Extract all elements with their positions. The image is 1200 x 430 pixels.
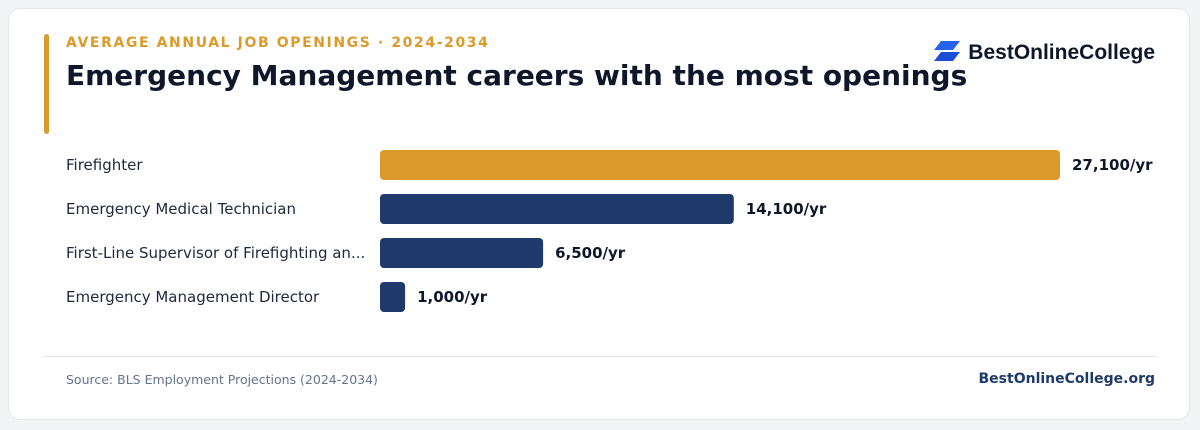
brand-name: BestOnlineCollege bbox=[968, 41, 1155, 64]
value-label: 14,100/yr bbox=[746, 200, 827, 218]
chart-title: Emergency Management careers with the mo… bbox=[66, 59, 968, 92]
bar[interactable] bbox=[380, 150, 1060, 180]
chart-card: AVERAGE ANNUAL JOB OPENINGS · 2024-2034 … bbox=[8, 8, 1190, 420]
bar[interactable] bbox=[380, 238, 544, 268]
category-label: Firefighter bbox=[66, 156, 143, 174]
stacked-parallelogram-icon bbox=[934, 41, 961, 65]
bar[interactable] bbox=[380, 194, 734, 224]
category-label: Emergency Management Director bbox=[66, 288, 320, 306]
value-label: 1,000/yr bbox=[417, 288, 488, 306]
value-label: 6,500/yr bbox=[555, 244, 626, 262]
footer-divider bbox=[44, 356, 1156, 357]
category-label: First-Line Supervisor of Firefighting an… bbox=[66, 244, 365, 262]
chart-eyebrow: AVERAGE ANNUAL JOB OPENINGS · 2024-2034 bbox=[66, 35, 490, 51]
brand-logo[interactable]: BestOnlineCollege bbox=[934, 41, 1155, 65]
value-label: 27,100/yr bbox=[1072, 156, 1153, 174]
bar[interactable] bbox=[380, 282, 406, 312]
accent-bar bbox=[44, 34, 49, 134]
site-link[interactable]: BestOnlineCollege.org bbox=[978, 371, 1155, 387]
source-note: Source: BLS Employment Projections (2024… bbox=[66, 372, 378, 387]
category-label: Emergency Medical Technician bbox=[66, 200, 296, 218]
